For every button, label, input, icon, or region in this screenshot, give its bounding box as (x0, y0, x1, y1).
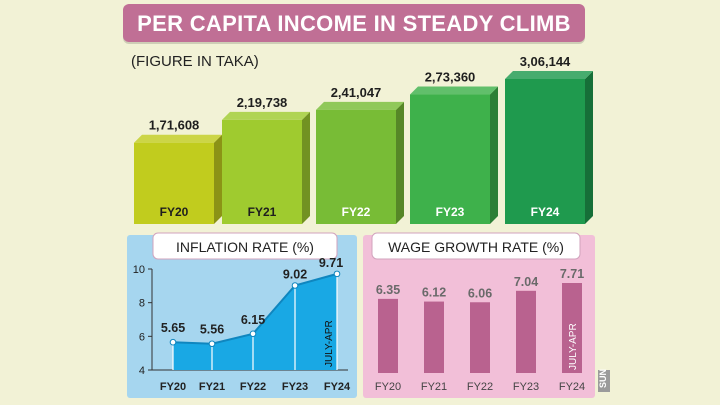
wage-bar (470, 302, 490, 373)
wage-value-label: 7.04 (514, 275, 538, 289)
inflation-point (249, 330, 257, 338)
income-bar (222, 119, 302, 224)
page-title: PER CAPITA INCOME IN STEADY CLIMB (137, 11, 571, 36)
income-bar-top (222, 111, 310, 120)
inflation-title-box (152, 232, 338, 260)
wage-bar (562, 283, 582, 373)
inflation-y-tick-label: 10 (133, 264, 145, 276)
income-bar-top (134, 134, 222, 143)
income-bar-side (396, 101, 404, 224)
income-bar-side (302, 111, 310, 224)
income-value-label: 2,41,047 (331, 85, 382, 100)
wage-category-label: FY20 (375, 381, 401, 393)
income-value-label: 2,73,360 (425, 70, 476, 85)
income-bar-side (490, 86, 498, 225)
wage-note-label: JULY-APR (568, 323, 579, 370)
wage-value-label: 7.71 (560, 267, 584, 281)
watermark-text: SUN (598, 368, 608, 388)
inflation-category-label: FY20 (160, 381, 186, 393)
income-bar (134, 142, 214, 224)
wage-category-label: FY22 (467, 381, 493, 393)
income-bar-chart: 1,71,608 FY20 2,19,738 FY21 2,41,047 FY22 2,73… (134, 54, 593, 225)
income-bar-side (585, 71, 593, 224)
inflation-category-label: FY21 (199, 381, 225, 393)
inflation-category-label: FY23 (282, 381, 308, 393)
inflation-value-label: 5.56 (200, 323, 224, 337)
inflation-value-label: 5.65 (161, 321, 185, 335)
inflation-value-label: 9.71 (319, 256, 343, 270)
wage-category-label: FY23 (513, 381, 539, 393)
income-value-label: 1,71,608 (149, 118, 200, 133)
income-category-label: FY21 (248, 205, 277, 219)
inflation-category-label: FY24 (324, 381, 351, 393)
wage-value-label: 6.06 (468, 286, 492, 300)
title-banner: PER CAPITA INCOME IN STEADY CLIMB (123, 4, 585, 42)
wage-category-label: FY24 (559, 381, 585, 393)
wage-category-label: FY21 (421, 381, 447, 393)
inflation-y-tick-label: 6 (139, 331, 145, 343)
wage-value-label: 6.12 (422, 286, 446, 300)
inflation-value-label: 6.15 (241, 313, 265, 327)
wage-title-box (371, 232, 581, 260)
inflation-y-tick-label: 4 (139, 365, 145, 377)
income-bar-side (214, 134, 222, 224)
wage-title: WAGE GROWTH RATE (%) (388, 239, 564, 255)
income-bar-top (316, 101, 404, 110)
wage-bar (424, 301, 444, 373)
income-category-label: FY22 (342, 205, 371, 219)
income-bar-top (410, 86, 498, 95)
watermark-logo: SUN (598, 368, 610, 392)
wage-value-label: 6.35 (376, 283, 400, 297)
income-value-label: 2,19,738 (237, 95, 288, 110)
wage-bar (516, 290, 536, 373)
unit-note: (FIGURE IN TAKA) (131, 53, 259, 70)
income-category-label: FY24 (531, 205, 560, 219)
wage-bar-chart: WAGE GROWTH RATE (%) 6.35 FY20 6.12 FY21 6.06… (363, 232, 595, 398)
income-value-label: 3,06,144 (520, 54, 571, 69)
income-bar (410, 94, 490, 225)
income-bar (505, 79, 585, 224)
inflation-value-label: 9.02 (283, 267, 307, 281)
inflation-title: INFLATION RATE (%) (176, 239, 314, 255)
income-category-label: FY23 (436, 205, 465, 219)
inflation-point (291, 282, 299, 289)
income-bar-top (505, 71, 593, 79)
inflation-note-label: JULY-APR (324, 320, 335, 367)
inflation-point (169, 338, 177, 346)
income-bar (316, 109, 396, 224)
inflation-point (333, 270, 341, 278)
wage-bar (378, 298, 398, 373)
inflation-area-chart: INFLATION RATE (%) 4 6 8 10 5.65 FY20 5.56 FY21 6… (127, 232, 357, 398)
inflation-point (208, 340, 216, 348)
inflation-y-tick-label: 8 (139, 298, 145, 310)
income-category-label: FY20 (160, 205, 189, 219)
inflation-category-label: FY22 (240, 381, 266, 393)
